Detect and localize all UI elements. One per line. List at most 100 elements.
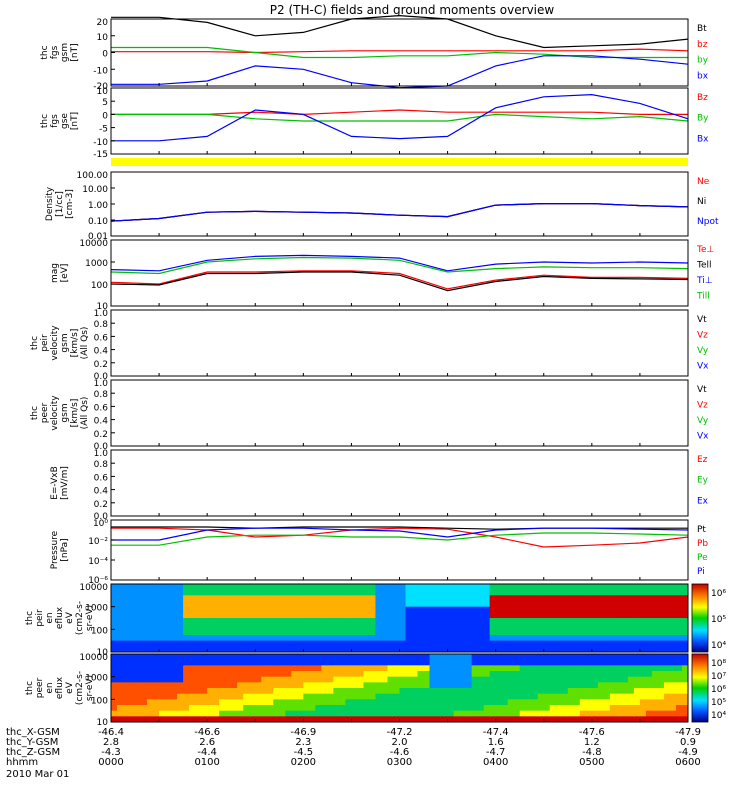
heatmap-cell <box>159 688 166 695</box>
heatmap-cell <box>663 635 671 642</box>
heatmap-cell <box>459 676 467 683</box>
heatmap-cell <box>489 693 497 700</box>
heatmap-cell <box>177 676 184 683</box>
heatmap-cell <box>231 601 238 608</box>
heatmap-cell <box>225 665 232 672</box>
heatmap-cell <box>603 682 611 689</box>
heatmap-cell <box>243 682 250 689</box>
heatmap-cell <box>489 654 497 661</box>
y-axis-label: gsm <box>60 403 70 422</box>
heatmap-cell <box>159 606 166 613</box>
heatmap-cell <box>525 654 533 661</box>
heatmap-cell <box>165 589 172 596</box>
heatmap-cell <box>675 601 683 608</box>
heatmap-cell <box>561 699 569 706</box>
heatmap-cell <box>399 646 407 653</box>
heatmap-cell <box>327 601 334 608</box>
heatmap-cell <box>633 606 641 613</box>
heatmap-cell <box>405 710 413 717</box>
heatmap-cell <box>321 671 328 678</box>
heatmap-cell <box>627 654 635 661</box>
heatmap-cell <box>111 618 118 625</box>
heatmap-cell <box>171 601 178 608</box>
heatmap-cell <box>423 654 431 661</box>
heatmap-cell <box>657 589 665 596</box>
heatmap-cell <box>579 705 587 712</box>
heatmap-cell <box>255 618 262 625</box>
heatmap-cell <box>135 623 142 630</box>
heatmap-cell <box>615 629 623 636</box>
heatmap-cell <box>129 584 136 591</box>
heatmap-cell <box>123 659 130 666</box>
heatmap-cell <box>291 606 298 613</box>
heatmap-cell <box>465 699 473 706</box>
heatmap-cell <box>171 612 178 619</box>
heatmap-cell <box>387 589 394 596</box>
legend-entry: Vy <box>697 416 709 426</box>
heatmap-cell <box>645 589 653 596</box>
heatmap-cell <box>303 635 310 642</box>
heatmap-cell <box>501 618 509 625</box>
heatmap-cell <box>579 699 587 706</box>
heatmap-cell <box>681 688 689 695</box>
heatmap-cell <box>285 716 292 723</box>
heatmap-cell <box>561 629 569 636</box>
heatmap-cell <box>435 654 443 661</box>
series-line <box>111 93 689 142</box>
heatmap-cell <box>111 623 118 630</box>
heatmap-cell <box>495 654 503 661</box>
heatmap-cell <box>621 640 629 647</box>
heatmap-cell <box>549 665 557 672</box>
heatmap-cell <box>345 635 352 642</box>
heatmap-cell <box>663 676 671 683</box>
heatmap-cell <box>627 676 635 683</box>
heatmap-cell <box>489 659 497 666</box>
heatmap-cell <box>213 693 220 700</box>
heatmap-cell <box>675 606 683 613</box>
heatmap-cell <box>435 646 443 653</box>
heatmap-cell <box>543 623 551 630</box>
heatmap-cell <box>219 612 226 619</box>
heatmap-cell <box>195 612 202 619</box>
heatmap-cell <box>141 699 148 706</box>
heatmap-cell <box>117 682 124 689</box>
heatmap-cell <box>369 659 376 666</box>
heatmap-cell <box>279 640 286 647</box>
heatmap-cell <box>495 584 503 591</box>
heatmap-cell <box>615 654 623 661</box>
heatmap-cell <box>375 676 382 683</box>
heatmap-cell <box>585 705 593 712</box>
heatmap-cell <box>147 618 154 625</box>
heatmap-cell <box>273 623 280 630</box>
heatmap-cell <box>363 595 370 602</box>
heatmap-cell <box>243 635 250 642</box>
heatmap-cell <box>399 612 407 619</box>
heatmap-cell <box>213 654 220 661</box>
heatmap-cell <box>573 710 581 717</box>
heatmap-cell <box>387 665 394 672</box>
heatmap-cell <box>417 665 425 672</box>
heatmap-cell <box>417 710 425 717</box>
heatmap-cell <box>609 676 617 683</box>
heatmap-cell <box>213 629 220 636</box>
heatmap-cell <box>183 705 190 712</box>
heatmap-cell <box>213 682 220 689</box>
heatmap-cell <box>681 584 689 591</box>
heatmap-cell <box>489 589 497 596</box>
heatmap-cell <box>531 654 539 661</box>
heatmap-cell <box>195 654 202 661</box>
heatmap-cell <box>219 688 226 695</box>
heatmap-cell <box>123 693 130 700</box>
heatmap-cell <box>501 584 509 591</box>
heatmap-cell <box>561 623 569 630</box>
heatmap-cell <box>267 612 274 619</box>
heatmap-cell <box>207 640 214 647</box>
heatmap-cell <box>501 682 509 689</box>
heatmap-cell <box>189 688 196 695</box>
heatmap-cell <box>243 693 250 700</box>
y-tick-label: 0.6 <box>94 403 109 413</box>
heatmap-cell <box>513 665 521 672</box>
heatmap-cell <box>621 710 629 717</box>
heatmap-cell <box>249 623 256 630</box>
heatmap-cell <box>279 654 286 661</box>
